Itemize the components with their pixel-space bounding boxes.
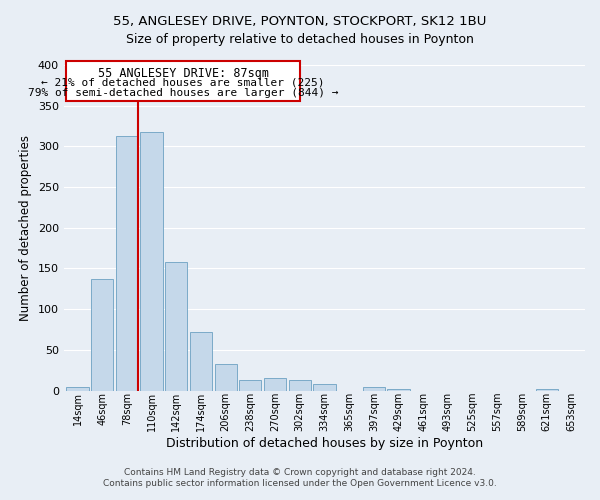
FancyBboxPatch shape: [67, 60, 300, 102]
Bar: [264, 378, 286, 390]
Bar: [140, 132, 163, 390]
Bar: [313, 384, 335, 390]
Bar: [190, 332, 212, 390]
Bar: [215, 364, 237, 390]
Bar: [388, 389, 410, 390]
Bar: [363, 388, 385, 390]
Text: 79% of semi-detached houses are larger (844) →: 79% of semi-detached houses are larger (…: [28, 88, 338, 98]
Bar: [165, 262, 187, 390]
Bar: [91, 279, 113, 390]
Bar: [239, 380, 262, 390]
Text: Size of property relative to detached houses in Poynton: Size of property relative to detached ho…: [126, 32, 474, 46]
Y-axis label: Number of detached properties: Number of detached properties: [19, 134, 32, 320]
Text: Contains HM Land Registry data © Crown copyright and database right 2024.
Contai: Contains HM Land Registry data © Crown c…: [103, 468, 497, 487]
Text: 55, ANGLESEY DRIVE, POYNTON, STOCKPORT, SK12 1BU: 55, ANGLESEY DRIVE, POYNTON, STOCKPORT, …: [113, 15, 487, 28]
Text: ← 21% of detached houses are smaller (225): ← 21% of detached houses are smaller (22…: [41, 78, 325, 88]
Bar: [67, 388, 89, 390]
Bar: [116, 136, 138, 390]
Text: 55 ANGLESEY DRIVE: 87sqm: 55 ANGLESEY DRIVE: 87sqm: [98, 68, 269, 80]
Bar: [536, 389, 558, 390]
Bar: [289, 380, 311, 390]
X-axis label: Distribution of detached houses by size in Poynton: Distribution of detached houses by size …: [166, 437, 483, 450]
